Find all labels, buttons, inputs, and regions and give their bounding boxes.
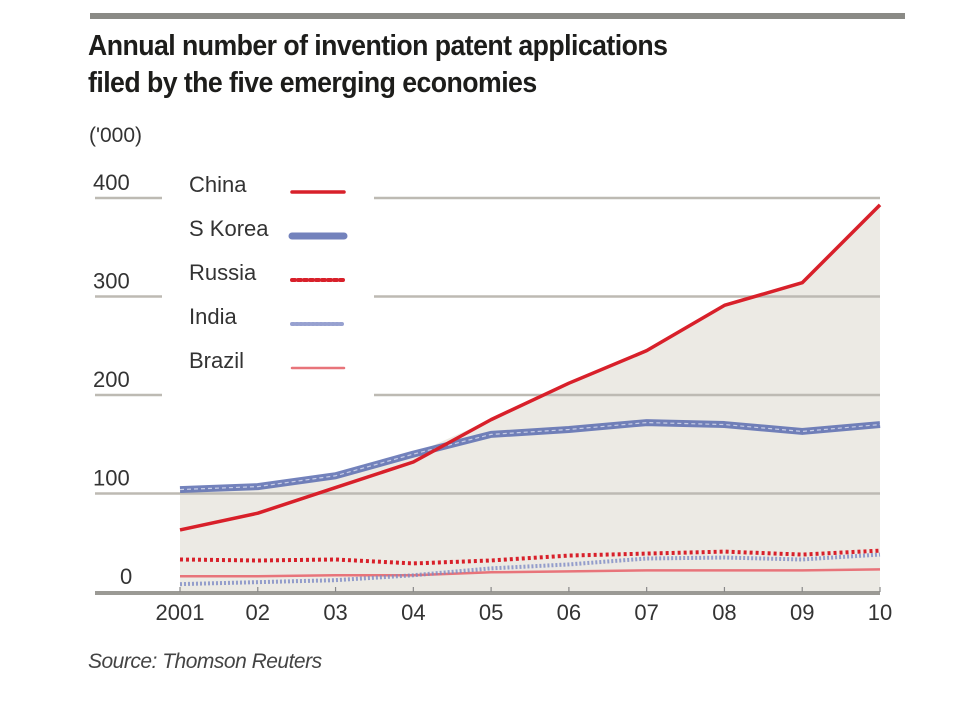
x-tick-label: 06 — [557, 600, 581, 625]
series-line-brazil — [180, 568, 881, 578]
legend-label-russia: Russia — [189, 260, 257, 285]
legend-label-china: China — [189, 172, 247, 197]
chart-title-text: Annual number of invention patent applic… — [88, 30, 668, 99]
series-line-india — [179, 552, 881, 587]
top-rule — [90, 13, 905, 19]
legend-label-s-korea: S Korea — [189, 216, 269, 241]
legend-swatch-india — [290, 322, 346, 326]
legend-swatch-china — [290, 190, 346, 194]
x-tick-label: 10 — [868, 600, 892, 625]
series-line-russia — [179, 548, 881, 566]
series-line-inner-s-korea — [179, 421, 881, 491]
legend-label-india: India — [189, 304, 237, 329]
shaded-area — [180, 204, 880, 592]
legend-swatch-s-korea — [288, 232, 348, 240]
y-tick-label: 200 — [93, 367, 130, 392]
x-tick-label: 03 — [323, 600, 347, 625]
source-note: Source: Thomson Reuters — [88, 650, 322, 673]
chart-title: Annual number of invention patent applic… — [88, 28, 787, 102]
y-tick-label: 100 — [93, 466, 130, 491]
unit-label: ('000) — [89, 124, 143, 147]
y-tick-label: 300 — [93, 269, 130, 294]
y-tick-label: 0 — [120, 564, 132, 589]
y-tick-label: 400 — [93, 170, 130, 195]
x-tick-label: 08 — [712, 600, 736, 625]
x-tick-label: 02 — [246, 600, 270, 625]
x-tick-label: 09 — [790, 600, 814, 625]
x-tick-label: 2001 — [156, 600, 205, 625]
legend-swatch-russia — [290, 278, 346, 282]
x-tick-label: 05 — [479, 600, 503, 625]
legend-label-brazil: Brazil — [189, 348, 245, 373]
series-line-china — [179, 203, 882, 532]
legend-swatch-brazil — [290, 366, 346, 370]
legend: China S Korea Russia India Brazil — [162, 168, 374, 402]
x-tick-label: 04 — [401, 600, 425, 625]
x-tick-label: 07 — [634, 600, 658, 625]
